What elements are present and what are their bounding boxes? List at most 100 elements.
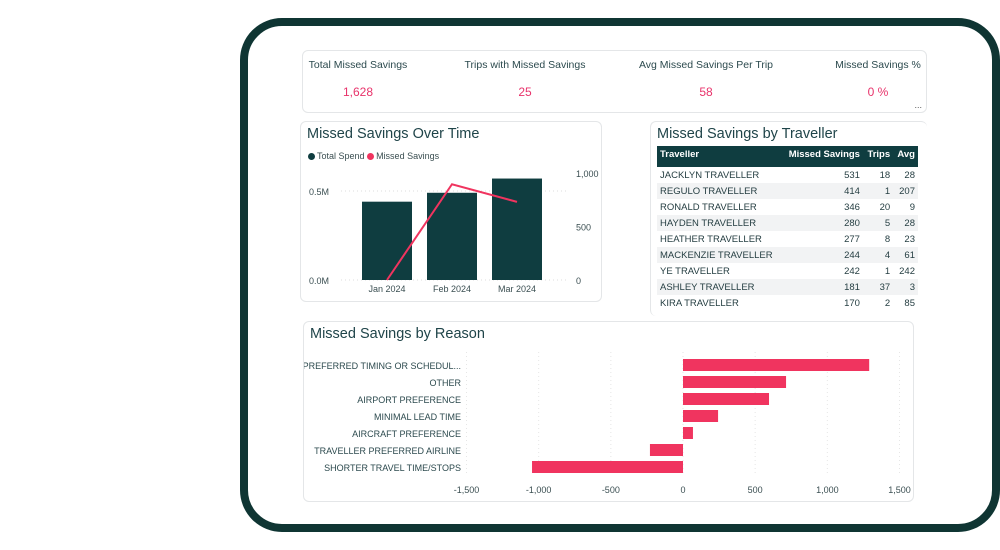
kpi-label: Avg Missed Savings Per Trip — [638, 59, 774, 71]
table-cell: 4 — [862, 247, 894, 263]
kpi-value: 58 — [699, 85, 713, 99]
kpi-card: Total Missed Savings 1,628 Trips with Mis… — [302, 50, 927, 113]
column-header[interactable]: Missed Savings — [781, 146, 863, 167]
table-cell: REGULO TRAVELLER — [657, 183, 782, 199]
table-cell: 9 — [909, 201, 915, 213]
table-cell: HEATHER TRAVELLER — [660, 233, 762, 245]
chart-title: Missed Savings Over Time — [307, 126, 480, 142]
bar-total-spend — [362, 201, 412, 280]
category-label: TRAVELLER PREFERRED AIRLINE — [314, 446, 461, 456]
x-tick-label: -1,000 — [526, 485, 552, 495]
left-tick-label: 0.0M — [309, 276, 329, 286]
x-tick-label: 1,000 — [816, 485, 839, 495]
table-row[interactable]: REGULO TRAVELLER 414 1 207 — [657, 183, 918, 199]
category-label: PREFERRED TIMING OR SCHEDUL... — [304, 361, 461, 371]
table-cell: JACKLYN TRAVELLER — [660, 169, 760, 181]
kpi-label: Trips with Missed Savings — [464, 59, 586, 71]
legend-label: Missed Savings — [376, 151, 440, 161]
kpi-avg-missed-savings: Avg Missed Savings Per Trip 58 — [631, 59, 781, 99]
bar-reason — [683, 410, 719, 422]
table-cell: 28 — [893, 215, 918, 231]
table-row[interactable]: ASHLEY TRAVELLER 181 37 3 — [657, 279, 918, 295]
x-tick-label: -1,500 — [454, 485, 480, 495]
table-cell: 23 — [904, 233, 915, 245]
table-cell: 277 — [844, 233, 860, 245]
table-cell: 5 — [862, 215, 894, 231]
column-header[interactable]: Avg — [893, 146, 918, 167]
table-cell: 28 — [904, 169, 915, 181]
table-cell: 207 — [893, 183, 918, 199]
table-cell: 242 — [899, 265, 915, 277]
table-cell: KIRA TRAVELLER — [660, 297, 739, 309]
table-row[interactable]: JACKLYN TRAVELLER 531 18 28 — [657, 167, 918, 183]
category-label: MINIMAL LEAD TIME — [374, 412, 461, 422]
right-tick-label: 500 — [576, 223, 591, 233]
category-label: SHORTER TRAVEL TIME/STOPS — [324, 463, 461, 473]
traveller-card: Missed Savings by Traveller Traveller Mis… — [650, 121, 927, 316]
table-cell: 414 — [781, 183, 863, 199]
legend-item-total-spend[interactable]: Total Spend — [308, 151, 365, 161]
table-row[interactable]: RONALD TRAVELLER 346 20 9 — [657, 199, 918, 215]
table-cell: 2 — [884, 297, 891, 309]
x-tick-label: 1,500 — [888, 485, 911, 495]
table-cell: 37 — [862, 279, 894, 295]
kpi-missed-savings-pct: Missed Savings % 0 % — [803, 59, 953, 99]
table-cell: YE TRAVELLER — [660, 265, 730, 277]
table-cell: ASHLEY TRAVELLER — [657, 279, 782, 295]
kpi-value: 1,628 — [342, 85, 374, 99]
bar-reason — [683, 376, 787, 388]
kpi-total-missed-savings: Total Missed Savings 1,628 — [283, 59, 433, 99]
x-tick-label: Mar 2024 — [498, 284, 536, 294]
table-cell: 61 — [893, 247, 918, 263]
table-cell: 1 — [862, 183, 894, 199]
table-cell: 170 — [844, 297, 860, 309]
kpi-label: Total Missed Savings — [308, 59, 408, 71]
category-label: OTHER — [430, 378, 462, 388]
reason-bar-chart: -1,500 -1,000 -500 0 500 1,000 1,500 PREFERRED … — [304, 352, 911, 495]
table-cell: 181 — [781, 279, 863, 295]
table-row[interactable]: YE TRAVELLER 242 1 242 — [657, 263, 918, 279]
table-cell: 18 — [879, 169, 891, 181]
legend-label: Total Spend — [317, 151, 365, 161]
x-tick-label: Jan 2024 — [368, 284, 405, 294]
bar-reason — [683, 393, 770, 405]
combo-chart: 0.0M 0.5M 0 500 1,000 Jan 2024 Feb 2024 Mar 202… — [309, 169, 599, 294]
table-row[interactable]: HAYDEN TRAVELLER 280 5 28 — [657, 215, 918, 231]
column-header[interactable]: Traveller — [657, 146, 782, 167]
bar-reason — [683, 427, 693, 439]
bar-reason — [649, 444, 683, 456]
table-cell: 1 — [884, 265, 891, 277]
bar-total-spend — [492, 178, 542, 280]
more-options-icon[interactable]: ... — [914, 100, 922, 110]
column-header[interactable]: Trips — [862, 146, 894, 167]
kpi-value: 0 % — [867, 85, 889, 99]
table-cell: 3 — [893, 279, 918, 295]
table-cell: 20 — [879, 201, 891, 213]
right-tick-label: 0 — [576, 276, 581, 286]
table-row[interactable]: KIRA TRAVELLER 170 2 85 — [657, 295, 918, 311]
table-cell: 280 — [781, 215, 863, 231]
bar-total-spend — [427, 192, 477, 280]
left-tick-label: 0.5M — [309, 187, 329, 197]
table-cell: 346 — [844, 201, 860, 213]
table-cell: RONALD TRAVELLER — [660, 201, 757, 213]
reason-card: Missed Savings by Reason -1,500 -1,000 -50… — [303, 321, 914, 502]
table-cell: 242 — [844, 265, 860, 277]
table-cell: MACKENZIE TRAVELLER — [657, 247, 782, 263]
kpi-value: 25 — [518, 85, 532, 99]
legend-item-missed-savings[interactable]: Missed Savings — [367, 151, 439, 161]
table-title: Missed Savings by Traveller — [657, 126, 838, 142]
x-tick-label: 0 — [680, 485, 685, 495]
table-cell: 8 — [884, 233, 891, 245]
table-row[interactable]: MACKENZIE TRAVELLER 244 4 61 — [657, 247, 918, 263]
kpi-trips-with-missed-savings: Trips with Missed Savings 25 — [450, 59, 600, 99]
table-cell: 85 — [904, 297, 915, 309]
bar-reason — [683, 359, 870, 371]
table-row[interactable]: HEATHER TRAVELLER 277 8 23 — [657, 231, 918, 247]
legend: Total Spend Missed Savings — [308, 151, 439, 161]
x-tick-label: 500 — [748, 485, 763, 495]
category-label: AIRCRAFT PREFERENCE — [352, 429, 461, 439]
table-cell: 244 — [781, 247, 863, 263]
bar-reason — [532, 461, 683, 473]
traveller-table: Traveller Missed Savings Trips Avg JACKLYN … — [657, 146, 918, 311]
